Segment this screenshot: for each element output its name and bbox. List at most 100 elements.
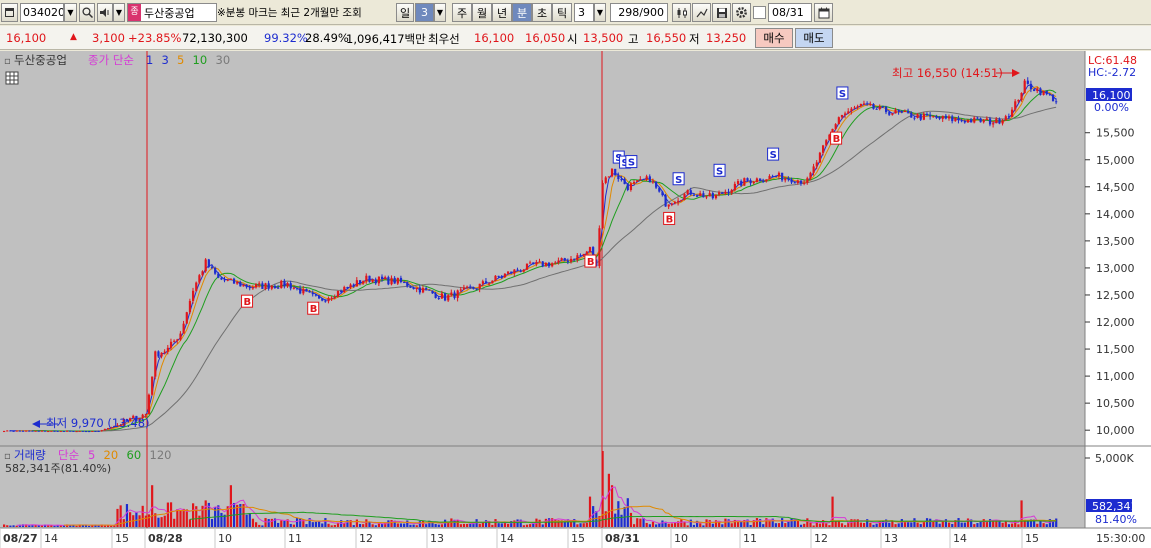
volume-bar [229, 485, 232, 527]
volume-bar [825, 523, 828, 527]
candle-body [645, 176, 648, 180]
volume-bar [900, 519, 903, 527]
buy-button[interactable]: 매수 [755, 28, 793, 48]
interval-input[interactable]: 3 [574, 3, 594, 22]
candle-body [488, 283, 491, 285]
stock-code-input[interactable]: 034020 [20, 3, 64, 22]
chevron-down-icon: ▼ [436, 8, 444, 17]
volume-bar [66, 524, 69, 527]
volume-bar [358, 523, 362, 527]
code-dropdown-button[interactable]: ▼ [64, 3, 77, 22]
volume-bar [856, 519, 859, 527]
volume-bar [680, 519, 683, 527]
candle-body [333, 296, 336, 298]
window-menu-button[interactable] [1, 3, 18, 22]
volume-bar [560, 520, 563, 527]
candle-body [768, 175, 771, 180]
data-count-field[interactable]: 298/900 [610, 3, 668, 22]
day-count-dropdown[interactable]: ▼ [434, 3, 446, 22]
date-checkbox[interactable] [753, 6, 766, 19]
price-axis [1085, 51, 1151, 548]
candle-body [944, 115, 948, 119]
calendar-icon [818, 7, 829, 18]
tab-minute[interactable]: 분 [512, 3, 532, 22]
volume-bar [626, 498, 629, 527]
volume-bar [686, 525, 689, 527]
time-axis-label: 15 [115, 532, 129, 545]
candle-body [585, 251, 588, 254]
interval-dropdown[interactable]: ▼ [594, 3, 606, 22]
volume-bar [207, 502, 210, 527]
candle-body [223, 279, 226, 281]
candle-body [340, 290, 343, 293]
volume-bar [324, 518, 327, 527]
candle-body [362, 281, 365, 284]
day-count-input[interactable]: 3 [415, 3, 434, 22]
sound-button[interactable] [97, 3, 113, 22]
candle-body [421, 288, 425, 293]
settings-button[interactable] [732, 3, 751, 22]
tab-week[interactable]: 주 [452, 3, 472, 22]
candle-body [724, 191, 727, 194]
volume-bar [286, 519, 289, 527]
volume-bar [62, 525, 66, 527]
panel-collapse-icon[interactable]: ▫ [4, 56, 11, 67]
sell-button[interactable]: 매도 [795, 28, 833, 48]
save-button[interactable] [712, 3, 731, 22]
tab-day[interactable]: 일 [396, 3, 414, 22]
candle-body [853, 107, 856, 109]
volume-bar [37, 525, 40, 527]
candle-body [913, 117, 916, 119]
calendar-button[interactable] [814, 3, 833, 22]
candlestick-series [3, 77, 1058, 433]
candle-body [588, 247, 592, 252]
sound-dropdown-button[interactable]: ▼ [113, 3, 125, 22]
time-axis-label: 14 [500, 532, 514, 545]
volume-bar [557, 520, 560, 527]
tab-month[interactable]: 월 [472, 3, 492, 22]
indicator-button[interactable] [672, 3, 691, 22]
candle-body [81, 430, 84, 432]
volume-bar [598, 516, 601, 527]
candle-body [18, 430, 21, 432]
candle-body [900, 111, 903, 113]
search-button[interactable] [79, 3, 95, 22]
ma-period-label: 120 [150, 448, 172, 462]
volume-bar [563, 520, 566, 527]
candle-body [352, 284, 355, 287]
volume-bar [932, 521, 935, 527]
candle-body [885, 106, 888, 113]
volume-bar [72, 524, 75, 527]
volume-bar [724, 518, 727, 527]
tab-year[interactable]: 년 [492, 3, 512, 22]
volume-bar [399, 523, 403, 527]
candle-body [777, 172, 781, 177]
mark-label: S [622, 158, 629, 169]
volume-bar [478, 523, 481, 527]
volume-collapse-icon[interactable]: ▫ [4, 451, 11, 462]
mark-box [307, 301, 320, 315]
time-axis-label: 10 [674, 532, 688, 545]
date-input[interactable]: 08/31 [768, 3, 812, 22]
panel-grid-icon[interactable] [5, 71, 19, 85]
candle-body [834, 124, 837, 129]
candle-body [255, 284, 258, 288]
candle-body [998, 118, 1001, 124]
candle-body [302, 289, 305, 294]
price-tick-label: 13,500 [1096, 235, 1135, 248]
sell-mark: S [625, 155, 638, 169]
tab-tick[interactable]: 틱 [552, 3, 572, 22]
tab-second[interactable]: 초 [532, 3, 552, 22]
buy-mark: B [584, 254, 597, 268]
volume-bar [305, 524, 308, 527]
draw-tool-button[interactable] [692, 3, 711, 22]
candle-body [34, 430, 37, 432]
volume-bar [743, 520, 746, 527]
candle-body [324, 300, 327, 302]
volume-bar [714, 520, 718, 527]
stock-name-field[interactable]: 종 두산중공업 [127, 3, 217, 22]
volume-bar [330, 525, 333, 527]
volume-bar [815, 521, 818, 527]
candle-body [1051, 94, 1055, 102]
